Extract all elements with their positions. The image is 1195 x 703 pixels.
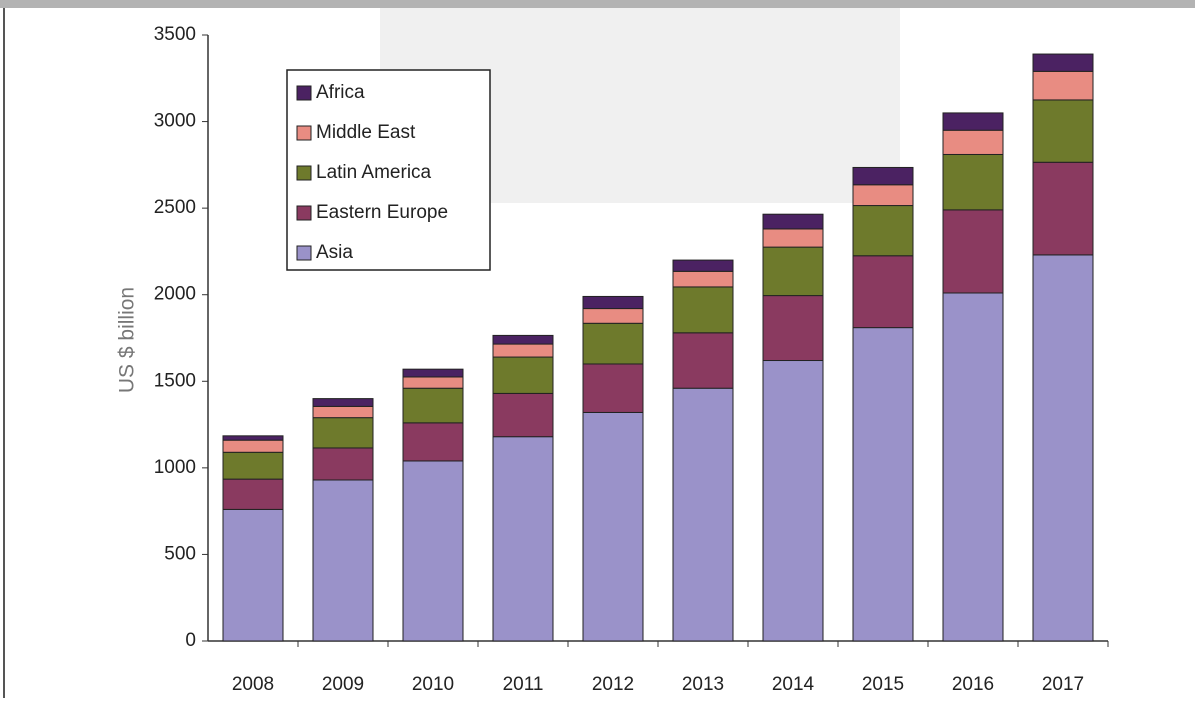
bar-segment — [223, 509, 283, 641]
bar-segment — [1033, 162, 1093, 255]
y-tick-label: 1500 — [154, 370, 196, 391]
x-tick-label: 2011 — [503, 674, 544, 695]
x-tick-label: 2013 — [682, 674, 724, 695]
bar-segment — [223, 436, 283, 440]
y-tick-label: 1000 — [154, 457, 196, 478]
bar-segment — [943, 154, 1003, 209]
bar-segment — [853, 185, 913, 206]
legend-label: Eastern Europe — [316, 202, 448, 223]
bar-segment — [853, 167, 913, 184]
y-tick-label: 2500 — [154, 197, 196, 218]
bar-segment — [673, 271, 733, 287]
bar-segment — [403, 377, 463, 388]
y-tick-label: 0 — [185, 630, 196, 651]
x-tick-label: 2012 — [592, 674, 634, 695]
bar-segment — [943, 113, 1003, 130]
bar-segment — [583, 296, 643, 308]
y-axis-label: US $ billion — [116, 287, 139, 393]
bar-segment — [403, 461, 463, 641]
x-tick-label: 2015 — [862, 674, 904, 695]
legend-swatch — [297, 86, 311, 100]
bar-segment — [403, 388, 463, 423]
legend-swatch — [297, 166, 311, 180]
bar-segment — [313, 399, 373, 407]
y-tick-label: 3000 — [154, 111, 196, 132]
legend-swatch — [297, 206, 311, 220]
bar-segment — [493, 437, 553, 641]
bar-segment — [1033, 54, 1093, 71]
x-tick-label: 2014 — [772, 674, 815, 695]
bar-segment — [583, 364, 643, 412]
bar-segment — [1033, 71, 1093, 100]
legend-swatch — [297, 246, 311, 260]
bar-segment — [673, 287, 733, 333]
y-tick-label: 500 — [164, 543, 196, 564]
legend-label: Latin America — [316, 162, 432, 183]
bar-segment — [493, 344, 553, 357]
bar-segment — [1033, 100, 1093, 162]
bar-segment — [583, 323, 643, 364]
bar-segment — [403, 423, 463, 461]
bar-segment — [493, 335, 553, 344]
bar-segment — [853, 328, 913, 641]
x-tick-label: 2017 — [1042, 674, 1084, 695]
bar-segment — [223, 479, 283, 509]
bar-segment — [943, 293, 1003, 641]
bar-segment — [763, 214, 823, 229]
chart: US $ billion 0 500 1000 1500 2000 2500 3000 350… — [0, 0, 1195, 698]
bar-segment — [223, 440, 283, 452]
x-tick-label: 2009 — [322, 674, 364, 695]
bar-segment — [763, 229, 823, 247]
y-tick-label: 3500 — [154, 24, 196, 45]
bar-segment — [763, 296, 823, 361]
bar-segment — [673, 388, 733, 641]
y-tick-label: 2000 — [154, 284, 196, 305]
bar-segment — [943, 210, 1003, 293]
legend-label: Middle East — [316, 122, 416, 143]
x-tick-label: 2016 — [952, 674, 994, 695]
bar-segment — [943, 130, 1003, 154]
bar-segment — [223, 452, 283, 479]
bar-segment — [673, 260, 733, 271]
bar-segment — [1033, 255, 1093, 641]
bar-segment — [313, 448, 373, 480]
bar-segment — [403, 369, 463, 377]
bar-segment — [853, 206, 913, 256]
bar-segment — [313, 418, 373, 448]
legend-label: Africa — [316, 82, 365, 103]
legend-label: Asia — [316, 242, 353, 263]
bar-segment — [763, 247, 823, 295]
bar-segment — [673, 333, 733, 388]
legend-swatch — [297, 126, 311, 140]
bar-segment — [583, 309, 643, 324]
bar-segment — [583, 412, 643, 641]
x-tick-label: 2010 — [412, 674, 454, 695]
x-tick-label: 2008 — [232, 674, 274, 695]
bar-segment — [313, 406, 373, 417]
bar-segment — [493, 357, 553, 393]
bar-segment — [763, 361, 823, 641]
bar-segment — [853, 256, 913, 328]
top-bar — [0, 0, 1195, 8]
bar-segment — [493, 393, 553, 436]
bar-segment — [313, 480, 373, 641]
